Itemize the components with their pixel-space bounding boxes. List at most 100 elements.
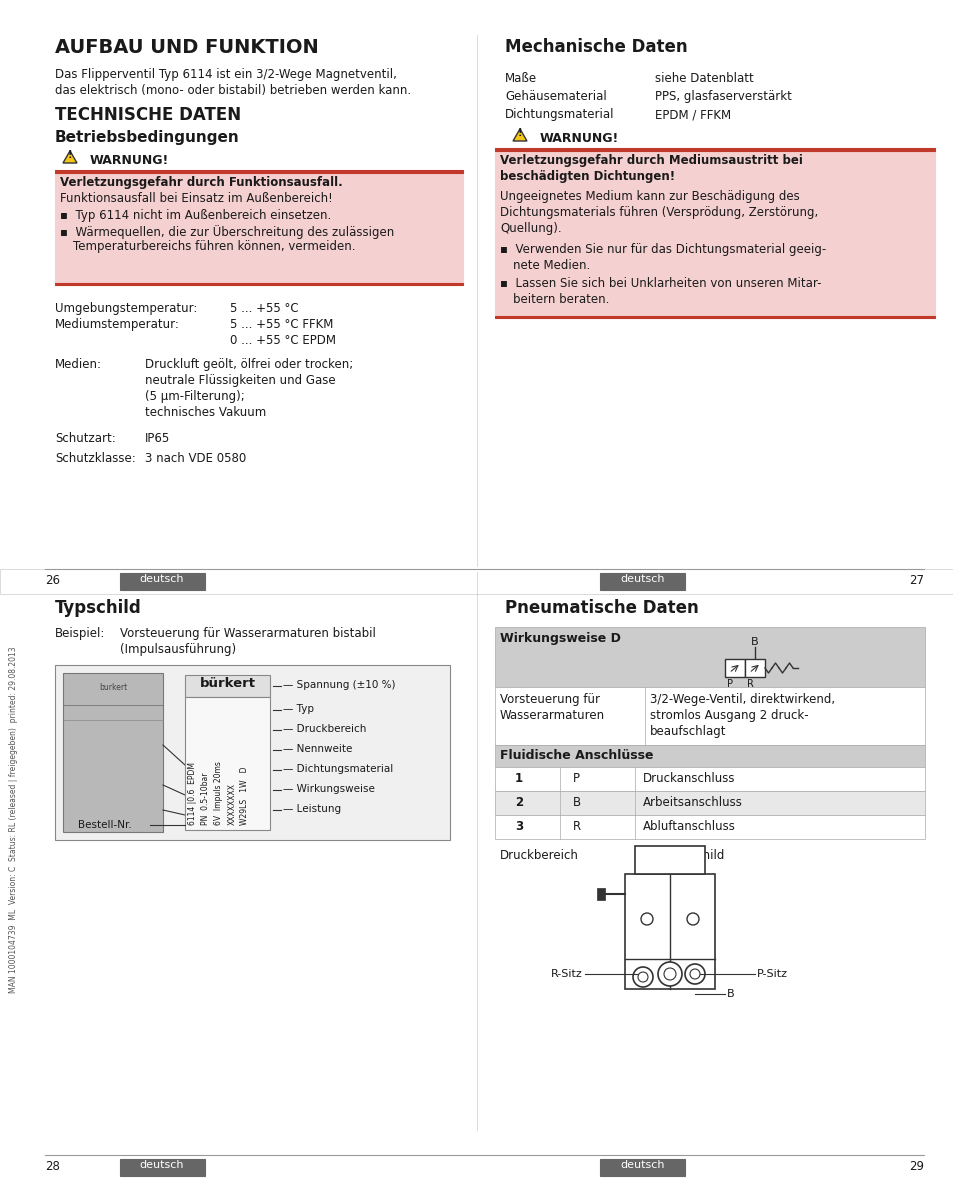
Text: das elektrisch (mono- oder bistabil) betrieben werden kann.: das elektrisch (mono- oder bistabil) bet… [55, 84, 411, 97]
Text: Bestell-Nr.: Bestell-Nr. [78, 820, 132, 830]
Text: Das Flipperventil Typ 6114 ist ein 3/2-Wege Magnetventil,: Das Flipperventil Typ 6114 ist ein 3/2-W… [55, 69, 396, 82]
Bar [120, 1160, 205, 1176]
Text: Verletzungsgefahr durch Funktionsausfall.: Verletzungsgefahr durch Funktionsausfall… [60, 176, 342, 189]
Text: P-Sitz: P-Sitz [757, 969, 787, 979]
Text: Ungeeignetes Medium kann zur Beschädigung des: Ungeeignetes Medium kann zur Beschädigun… [499, 190, 799, 203]
Text: beschädigten Dichtungen!: beschädigten Dichtungen! [499, 170, 675, 183]
Text: Wasserarmaturen: Wasserarmaturen [499, 709, 604, 722]
Text: deutsch: deutsch [620, 574, 664, 584]
Bar [495, 626, 924, 687]
Text: Temperaturbereichs führen können, vermeiden.: Temperaturbereichs führen können, vermei… [73, 240, 355, 253]
Text: nete Medien.: nete Medien. [513, 259, 590, 272]
Polygon shape [513, 129, 526, 141]
Text: Typschild: Typschild [55, 599, 142, 617]
Text: (5 μm-Filterung);: (5 μm-Filterung); [145, 390, 245, 403]
Text: Schutzart:: Schutzart: [55, 431, 115, 444]
Bar [599, 1160, 684, 1176]
Text: 5 ... +55 °C: 5 ... +55 °C [230, 301, 298, 314]
Text: Druckbereich: Druckbereich [499, 849, 578, 862]
Text: WARNUNG!: WARNUNG! [539, 132, 618, 145]
Text: — Druckbereich: — Druckbereich [283, 725, 366, 734]
Text: Beispiel:: Beispiel: [55, 626, 105, 639]
Text: 27: 27 [908, 574, 923, 587]
Text: Vorsteuerung für Wasserarmaturen bistabil: Vorsteuerung für Wasserarmaturen bistabi… [120, 626, 375, 639]
Text: Betriebsbedingungen: Betriebsbedingungen [55, 130, 239, 145]
Text: deutsch: deutsch [139, 574, 184, 584]
Text: Pneumatische Daten: Pneumatische Daten [504, 599, 698, 617]
Text: — Spannung (±10 %): — Spannung (±10 %) [283, 680, 395, 690]
Circle shape [638, 972, 647, 982]
Text: Maße: Maße [504, 72, 537, 85]
Text: TECHNISCHE DATEN: TECHNISCHE DATEN [55, 106, 241, 124]
Text: 3/2-Wege-Ventil, direktwirkend,: 3/2-Wege-Ventil, direktwirkend, [649, 693, 834, 706]
Text: burkert: burkert [99, 683, 127, 691]
Text: 2: 2 [515, 795, 522, 808]
Bar [185, 697, 270, 830]
Text: B: B [573, 795, 580, 808]
Text: ▪  Lassen Sie sich bei Unklarheiten von unseren Mitar-: ▪ Lassen Sie sich bei Unklarheiten von u… [499, 277, 821, 290]
Text: Funktionsausfall bei Einsatz im Außenbereich!: Funktionsausfall bei Einsatz im Außenber… [60, 191, 333, 204]
Text: PN  0.5-10bar: PN 0.5-10bar [201, 773, 211, 825]
Text: beitern beraten.: beitern beraten. [513, 293, 609, 306]
Text: Arbeitsanschluss: Arbeitsanschluss [642, 795, 742, 808]
Text: Schutzklasse:: Schutzklasse: [55, 452, 135, 465]
Text: 5 ... +55 °C FFKM: 5 ... +55 °C FFKM [230, 318, 333, 331]
Text: WARNUNG!: WARNUNG! [90, 154, 169, 167]
Text: 1: 1 [515, 772, 522, 785]
Text: ▪  Typ 6114 nicht im Außenbereich einsetzen.: ▪ Typ 6114 nicht im Außenbereich einsetz… [60, 209, 331, 222]
Text: 3: 3 [515, 820, 522, 833]
Text: !: ! [68, 150, 72, 160]
Text: PPS, glasfaserverstärkt: PPS, glasfaserverstärkt [655, 90, 791, 103]
Text: siehe Typschild: siehe Typschild [635, 849, 723, 862]
Text: Medien:: Medien: [55, 358, 102, 371]
Circle shape [663, 968, 676, 980]
Text: Dichtungsmaterials führen (Versprödung, Zerstörung,: Dichtungsmaterials führen (Versprödung, … [499, 206, 818, 219]
Text: R-Sitz: R-Sitz [551, 969, 582, 979]
Text: stromlos Ausgang 2 druck-: stromlos Ausgang 2 druck- [649, 709, 808, 722]
Text: Gehäusematerial: Gehäusematerial [504, 90, 606, 103]
Bar [495, 151, 934, 316]
Text: P: P [573, 772, 579, 785]
Text: XXXXXXXX: XXXXXXXX [227, 782, 236, 825]
Bar [0, 569, 953, 595]
Text: IP65: IP65 [145, 431, 170, 444]
Text: deutsch: deutsch [620, 1160, 664, 1170]
Bar [55, 170, 462, 173]
Text: P: P [726, 678, 732, 689]
Polygon shape [63, 151, 77, 163]
Text: 28: 28 [45, 1161, 60, 1174]
Text: 26: 26 [45, 574, 60, 587]
Bar [495, 687, 924, 745]
Text: Umgebungstemperatur:: Umgebungstemperatur: [55, 301, 197, 314]
Bar [55, 665, 450, 840]
Text: Fluidische Anschlüsse: Fluidische Anschlüsse [499, 749, 653, 762]
Text: 3 nach VDE 0580: 3 nach VDE 0580 [145, 452, 246, 465]
Text: 0 ... +55 °C EPDM: 0 ... +55 °C EPDM [230, 335, 335, 348]
Bar [55, 173, 462, 282]
Circle shape [640, 913, 652, 926]
Text: — Dichtungsmaterial: — Dichtungsmaterial [283, 764, 393, 774]
Bar [635, 846, 704, 873]
Circle shape [658, 962, 681, 986]
Text: B: B [750, 637, 758, 647]
Text: Druckluft geölt, ölfrei oder trocken;: Druckluft geölt, ölfrei oder trocken; [145, 358, 353, 371]
Circle shape [684, 965, 704, 983]
Text: W29LS   1W   D: W29LS 1W D [240, 766, 250, 825]
Text: Druckanschluss: Druckanschluss [642, 772, 735, 785]
Text: Mediumstemperatur:: Mediumstemperatur: [55, 318, 180, 331]
Text: Abluftanschluss: Abluftanschluss [642, 820, 735, 833]
Circle shape [686, 913, 699, 926]
Text: AUFBAU UND FUNKTION: AUFBAU UND FUNKTION [55, 38, 318, 57]
Text: 6V  Impuls 20ms: 6V Impuls 20ms [214, 761, 223, 825]
Bar [495, 767, 924, 791]
Bar [55, 282, 462, 285]
Bar [597, 888, 604, 900]
Bar [63, 673, 163, 832]
Bar [495, 791, 924, 816]
Text: B: B [726, 989, 734, 999]
Text: !: ! [517, 128, 521, 138]
Text: — Wirkungsweise: — Wirkungsweise [283, 784, 375, 794]
Text: neutrale Flüssigkeiten und Gase: neutrale Flüssigkeiten und Gase [145, 374, 335, 387]
Text: — Typ: — Typ [283, 704, 314, 714]
Text: deutsch: deutsch [139, 1160, 184, 1170]
